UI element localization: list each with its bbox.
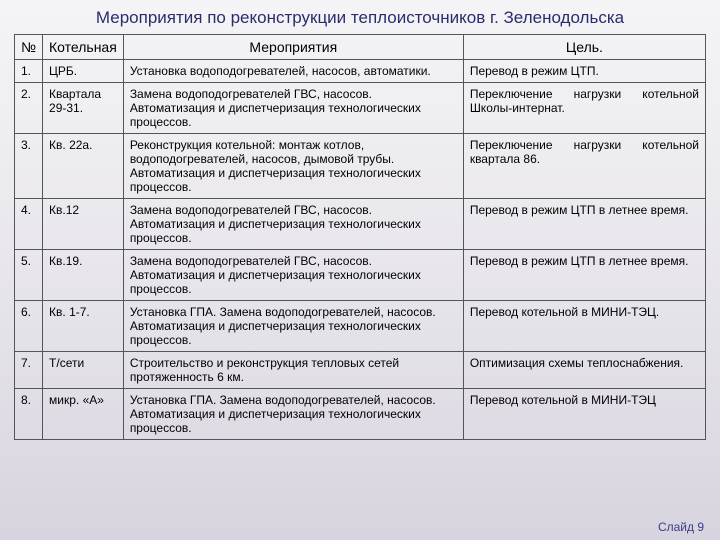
cell-name: Кв. 1-7. — [43, 301, 124, 352]
col-header-goal: Цель. — [463, 35, 705, 60]
slide-number: Слайд 9 — [658, 520, 704, 534]
cell-name: Т/сети — [43, 352, 124, 389]
cell-goal: Перевод в режим ЦТП в летнее время. — [463, 199, 705, 250]
cell-goal: Переключение нагрузки котельной квартала… — [463, 134, 705, 199]
cell-name: ЦРБ. — [43, 60, 124, 83]
cell-name: Кв. 22а. — [43, 134, 124, 199]
cell-name: Кв.19. — [43, 250, 124, 301]
cell-name: Квартала 29-31. — [43, 83, 124, 134]
cell-actions: Установка водоподогревателей, насосов, а… — [123, 60, 463, 83]
cell-goal: Переключение нагрузки котельной Школы-ин… — [463, 83, 705, 134]
cell-num: 4. — [15, 199, 43, 250]
table-row: 2. Квартала 29-31. Замена водоподогреват… — [15, 83, 706, 134]
table-header-row: № Котельная Мероприятия Цель. — [15, 35, 706, 60]
col-header-actions: Мероприятия — [123, 35, 463, 60]
cell-num: 1. — [15, 60, 43, 83]
cell-actions: Замена водоподогревателей ГВС, насосов. … — [123, 83, 463, 134]
cell-num: 8. — [15, 389, 43, 440]
cell-num: 2. — [15, 83, 43, 134]
cell-name: Кв.12 — [43, 199, 124, 250]
table-row: 8. микр. «А» Установка ГПА. Замена водоп… — [15, 389, 706, 440]
table-row: 5. Кв.19. Замена водоподогревателей ГВС,… — [15, 250, 706, 301]
cell-goal: Перевод в режим ЦТП в летнее время. — [463, 250, 705, 301]
table-row: 3. Кв. 22а. Реконструкция котельной: мон… — [15, 134, 706, 199]
table-row: 4. Кв.12 Замена водоподогревателей ГВС, … — [15, 199, 706, 250]
data-table: № Котельная Мероприятия Цель. 1. ЦРБ. Ус… — [14, 34, 706, 440]
cell-goal: Оптимизация схемы теплоснабжения. — [463, 352, 705, 389]
cell-num: 5. — [15, 250, 43, 301]
cell-actions: Строительство и реконструкция тепловых с… — [123, 352, 463, 389]
cell-goal: Перевод котельной в МИНИ-ТЭЦ — [463, 389, 705, 440]
table-row: 7. Т/сети Строительство и реконструкция … — [15, 352, 706, 389]
cell-goal: Перевод в режим ЦТП. — [463, 60, 705, 83]
cell-goal: Перевод котельной в МИНИ-ТЭЦ. — [463, 301, 705, 352]
cell-actions: Замена водоподогревателей ГВС, насосов. … — [123, 250, 463, 301]
cell-actions: Замена водоподогревателей ГВС, насосов. … — [123, 199, 463, 250]
cell-num: 6. — [15, 301, 43, 352]
table-row: 6. Кв. 1-7. Установка ГПА. Замена водопо… — [15, 301, 706, 352]
cell-num: 7. — [15, 352, 43, 389]
table-row: 1. ЦРБ. Установка водоподогревателей, на… — [15, 60, 706, 83]
col-header-boiler: Котельная — [43, 35, 124, 60]
cell-name: микр. «А» — [43, 389, 124, 440]
cell-num: 3. — [15, 134, 43, 199]
slide-title: Мероприятия по реконструкции теплоисточн… — [14, 8, 706, 28]
cell-actions: Установка ГПА. Замена водоподогревателей… — [123, 301, 463, 352]
col-header-num: № — [15, 35, 43, 60]
cell-actions: Установка ГПА. Замена водоподогревателей… — [123, 389, 463, 440]
cell-actions: Реконструкция котельной: монтаж котлов, … — [123, 134, 463, 199]
